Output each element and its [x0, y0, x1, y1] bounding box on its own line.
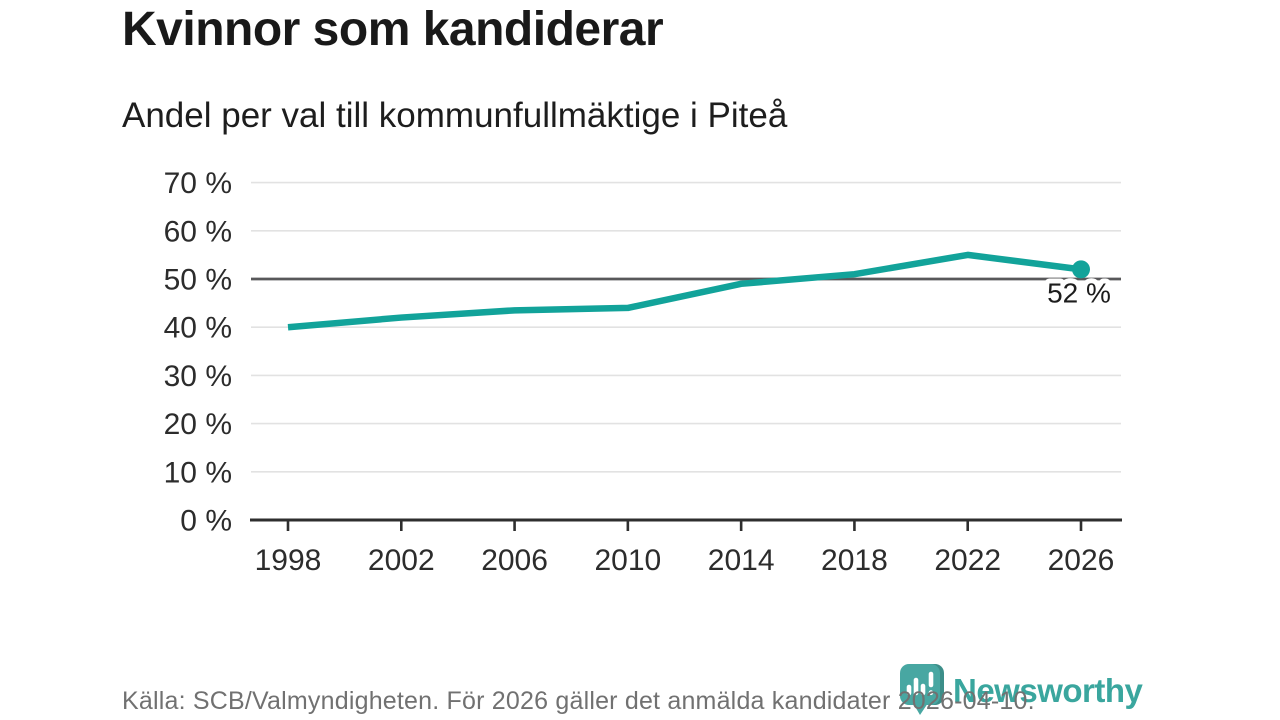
- x-tick-label: 2026: [1048, 544, 1115, 577]
- source-note: Källa: SCB/Valmyndigheten. För 2026 gäll…: [122, 687, 1035, 715]
- y-tick-label: 20 %: [164, 408, 232, 441]
- x-tick-label: 2006: [481, 544, 548, 577]
- y-tick-label: 30 %: [164, 360, 232, 393]
- x-tick-label: 2014: [708, 544, 775, 577]
- x-tick-label: 2022: [934, 544, 1001, 577]
- data-label-last: 52 %: [1047, 277, 1111, 308]
- y-tick-label: 70 %: [164, 167, 232, 200]
- data-point-last: [1072, 260, 1090, 279]
- chart-subtitle: Andel per val till kommunfullmäktige i P…: [122, 96, 788, 135]
- y-tick-label: 0 %: [180, 505, 232, 538]
- y-tick-label: 50 %: [164, 264, 232, 297]
- y-tick-label: 60 %: [164, 215, 232, 248]
- x-tick-label: 2010: [594, 544, 661, 577]
- x-tick-label: 2018: [821, 544, 888, 577]
- data-line: [287, 251, 1082, 331]
- x-tick-label: 1998: [255, 544, 322, 577]
- chart-title: Kvinnor som kandiderar: [122, 3, 664, 56]
- y-tick-label: 40 %: [164, 312, 232, 345]
- x-tick-label: 2002: [368, 544, 435, 577]
- y-tick-label: 10 %: [164, 456, 232, 489]
